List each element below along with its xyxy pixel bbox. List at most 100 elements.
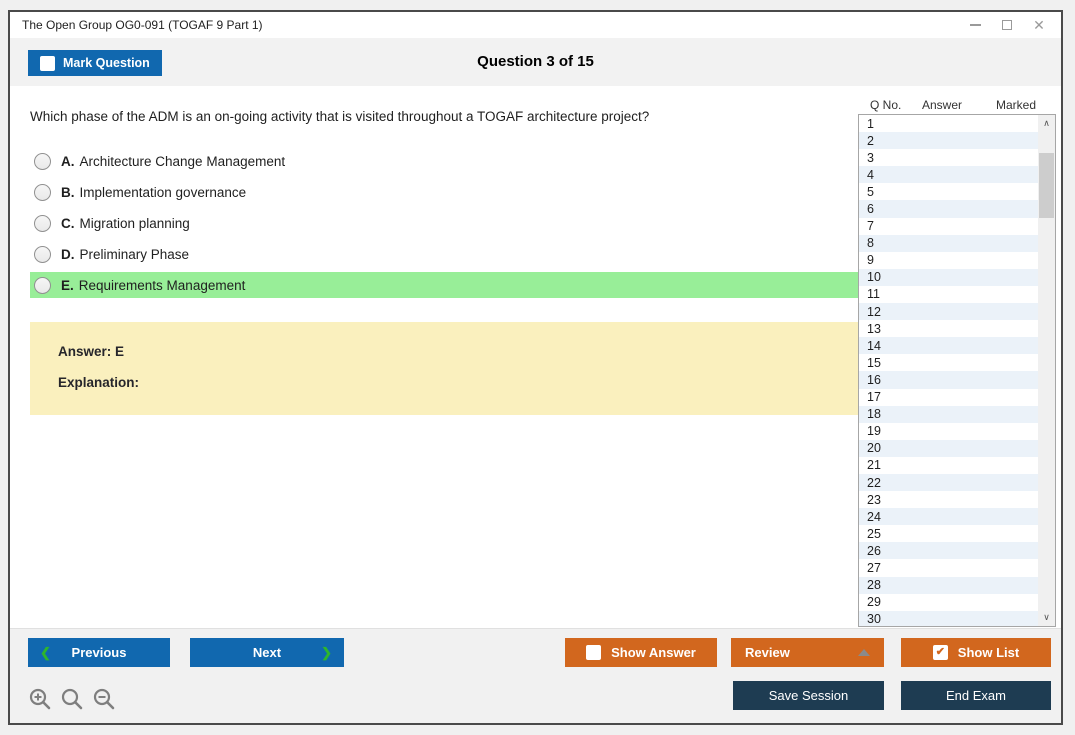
column-marked: Marked — [996, 98, 1037, 112]
question-list-row[interactable]: 6 — [859, 200, 1038, 218]
previous-button[interactable]: ❮ Previous — [28, 638, 170, 667]
question-number: 23 — [867, 492, 881, 507]
question-list-row[interactable]: 25 — [859, 525, 1038, 542]
question-list-row[interactable]: 22 — [859, 473, 1038, 492]
answer-option[interactable]: B. Implementation governance — [30, 179, 860, 205]
next-label: Next — [252, 645, 282, 660]
question-list-row[interactable]: 21 — [859, 457, 1038, 474]
question-list-row[interactable]: 11 — [859, 286, 1038, 303]
question-number: 30 — [867, 612, 881, 627]
radio-button-icon[interactable] — [34, 152, 51, 170]
answer-option[interactable]: A. Architecture Change Management — [30, 148, 860, 174]
previous-label: Previous — [71, 645, 127, 660]
question-list-row[interactable]: 15 — [859, 354, 1038, 371]
question-list-row[interactable]: 29 — [859, 594, 1038, 611]
scroll-down-icon[interactable]: ∨ — [1043, 612, 1050, 622]
question-list-row[interactable]: 14 — [859, 337, 1038, 355]
close-button[interactable]: ✕ — [1023, 12, 1055, 38]
show-list-label: Show List — [957, 645, 1020, 660]
radio-button-icon[interactable] — [34, 276, 51, 294]
answer-option[interactable]: C. Migration planning — [30, 210, 860, 236]
chevron-left-icon: ❮ — [40, 644, 51, 660]
question-counter: Question 3 of 15 — [477, 53, 594, 70]
radio-button-icon[interactable] — [34, 183, 51, 201]
question-number: 1 — [867, 116, 874, 131]
option-text: Architecture Change Management — [79, 153, 286, 169]
zoom-reset-icon[interactable] — [60, 687, 84, 713]
question-list-row[interactable]: 8 — [859, 234, 1038, 252]
show-answer-label: Show Answer — [611, 645, 696, 660]
answer-option[interactable]: D. Preliminary Phase — [30, 241, 860, 267]
question-list-row[interactable]: 2 — [859, 132, 1038, 150]
radio-button-icon[interactable] — [34, 245, 51, 263]
question-list-row[interactable]: 24 — [859, 508, 1038, 526]
maximize-button[interactable] — [991, 12, 1023, 38]
question-number: 10 — [867, 270, 881, 285]
option-letter: E. — [61, 277, 74, 293]
question-list-row[interactable]: 30 — [859, 610, 1038, 627]
question-list-row[interactable]: 12 — [859, 303, 1038, 321]
zoom-in-icon[interactable] — [28, 687, 52, 713]
question-list-row[interactable]: 5 — [859, 183, 1038, 200]
show-answer-button[interactable]: Show Answer — [565, 638, 717, 667]
option-letter: A. — [61, 153, 75, 169]
question-number: 20 — [867, 441, 881, 456]
review-label: Review — [745, 645, 790, 660]
question-list-row[interactable]: 27 — [859, 559, 1038, 576]
question-list-row[interactable]: 20 — [859, 439, 1038, 457]
save-session-button[interactable]: Save Session — [733, 681, 884, 710]
review-dropdown-button[interactable]: Review — [731, 638, 884, 667]
question-number: 9 — [867, 253, 874, 268]
question-list-row[interactable]: 17 — [859, 389, 1038, 406]
question-number: 19 — [867, 424, 881, 439]
question-list-row[interactable]: 23 — [859, 491, 1038, 508]
question-number: 29 — [867, 595, 881, 610]
next-button[interactable]: Next ❯ — [190, 638, 344, 667]
question-list-row[interactable]: 9 — [859, 252, 1038, 269]
mark-question-button[interactable]: Mark Question — [28, 50, 162, 76]
option-text: Preliminary Phase — [79, 246, 190, 262]
question-number: 25 — [867, 526, 881, 541]
mark-question-checkbox-icon — [40, 55, 55, 71]
question-number: 12 — [867, 304, 881, 319]
question-list-row[interactable]: 1 — [859, 115, 1038, 132]
question-number: 7 — [867, 219, 874, 234]
question-list-row[interactable]: 3 — [859, 149, 1038, 166]
question-list-row[interactable]: 4 — [859, 166, 1038, 184]
options-list: A. Architecture Change Management B. Imp… — [30, 148, 860, 303]
answer-option[interactable]: E. Requirements Management — [30, 272, 860, 298]
question-list-row[interactable]: 18 — [859, 405, 1038, 423]
question-text: Which phase of the ADM is an on-going ac… — [30, 109, 650, 124]
footer-bar: ❮ Previous Next ❯ Show Answer Review Sho… — [10, 628, 1061, 723]
column-answer: Answer — [922, 98, 963, 112]
option-letter: B. — [61, 184, 75, 200]
option-text: Migration planning — [79, 215, 190, 231]
end-exam-label: End Exam — [946, 688, 1006, 703]
question-list-row[interactable]: 7 — [859, 218, 1038, 235]
question-list-sidebar: Q No. Answer Marked 1 2 3 4 5 6 7 8 9 10… — [858, 86, 1058, 723]
question-list-row[interactable]: 26 — [859, 542, 1038, 560]
scrollbar[interactable]: ∧ ∨ — [1038, 115, 1055, 626]
question-list-row[interactable]: 28 — [859, 576, 1038, 594]
question-list-row[interactable]: 10 — [859, 268, 1038, 286]
scroll-up-icon[interactable]: ∧ — [1043, 118, 1050, 128]
question-number: 2 — [867, 133, 874, 148]
end-exam-button[interactable]: End Exam — [901, 681, 1051, 710]
answer-box: Answer: E Explanation: — [30, 322, 860, 415]
close-icon: ✕ — [1033, 17, 1045, 33]
radio-button-icon[interactable] — [34, 214, 51, 232]
show-list-button[interactable]: Show List — [901, 638, 1051, 667]
question-list-row[interactable]: 13 — [859, 320, 1038, 337]
option-letter: C. — [61, 215, 75, 231]
question-number: 24 — [867, 509, 881, 524]
scrollbar-thumb[interactable] — [1039, 153, 1054, 218]
question-number: 21 — [867, 458, 881, 473]
minimize-button[interactable] — [959, 12, 991, 38]
question-list-row[interactable]: 19 — [859, 423, 1038, 440]
question-number: 5 — [867, 184, 874, 199]
question-list-row[interactable]: 16 — [859, 371, 1038, 389]
option-letter: D. — [61, 246, 75, 262]
zoom-out-icon[interactable] — [92, 687, 116, 713]
question-number: 13 — [867, 321, 881, 336]
option-text: Implementation governance — [79, 184, 247, 200]
